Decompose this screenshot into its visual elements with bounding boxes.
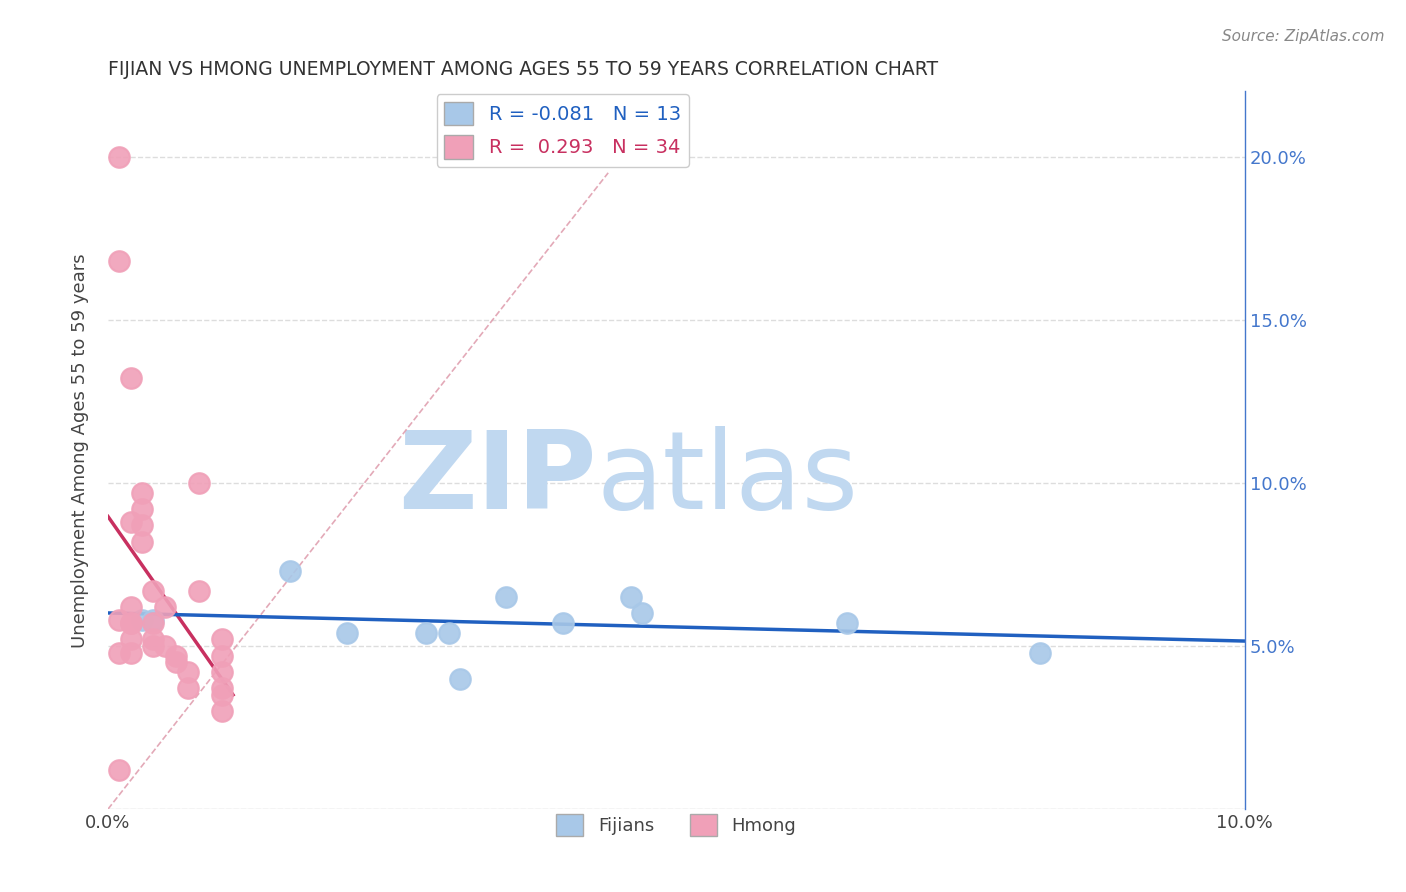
Text: Source: ZipAtlas.com: Source: ZipAtlas.com — [1222, 29, 1385, 44]
Point — [142, 583, 165, 598]
Point — [131, 485, 153, 500]
Point — [211, 632, 233, 647]
Point — [120, 371, 142, 385]
Point — [142, 616, 165, 631]
Legend: Fijians, Hmong: Fijians, Hmong — [550, 806, 804, 843]
Point — [176, 681, 198, 696]
Point — [120, 599, 142, 614]
Point — [211, 704, 233, 718]
Point — [835, 616, 858, 631]
Y-axis label: Unemployment Among Ages 55 to 59 years: Unemployment Among Ages 55 to 59 years — [72, 253, 89, 648]
Point — [278, 564, 301, 578]
Point — [120, 646, 142, 660]
Point — [131, 502, 153, 516]
Point — [131, 613, 153, 627]
Point — [211, 648, 233, 663]
Point — [131, 518, 153, 533]
Point — [437, 626, 460, 640]
Point — [165, 648, 187, 663]
Point — [120, 616, 142, 631]
Text: FIJIAN VS HMONG UNEMPLOYMENT AMONG AGES 55 TO 59 YEARS CORRELATION CHART: FIJIAN VS HMONG UNEMPLOYMENT AMONG AGES … — [108, 60, 938, 78]
Point — [449, 672, 471, 686]
Point — [176, 665, 198, 679]
Point — [211, 688, 233, 702]
Point — [620, 590, 643, 604]
Text: atlas: atlas — [596, 425, 859, 532]
Point — [165, 655, 187, 669]
Point — [108, 254, 131, 268]
Point — [131, 534, 153, 549]
Point — [187, 583, 209, 598]
Point — [108, 763, 131, 777]
Point — [142, 632, 165, 647]
Point — [108, 149, 131, 163]
Point — [495, 590, 517, 604]
Point — [120, 632, 142, 647]
Point — [1029, 646, 1052, 660]
Point — [187, 475, 209, 490]
Point — [211, 665, 233, 679]
Point — [108, 613, 131, 627]
Point — [142, 639, 165, 653]
Point — [108, 646, 131, 660]
Point — [153, 639, 176, 653]
Text: ZIP: ZIP — [398, 425, 596, 532]
Point — [631, 607, 654, 621]
Point — [142, 613, 165, 627]
Point — [336, 626, 359, 640]
Point — [211, 681, 233, 696]
Point — [415, 626, 437, 640]
Point — [551, 616, 574, 631]
Point — [120, 616, 142, 631]
Point — [120, 515, 142, 529]
Point — [153, 599, 176, 614]
